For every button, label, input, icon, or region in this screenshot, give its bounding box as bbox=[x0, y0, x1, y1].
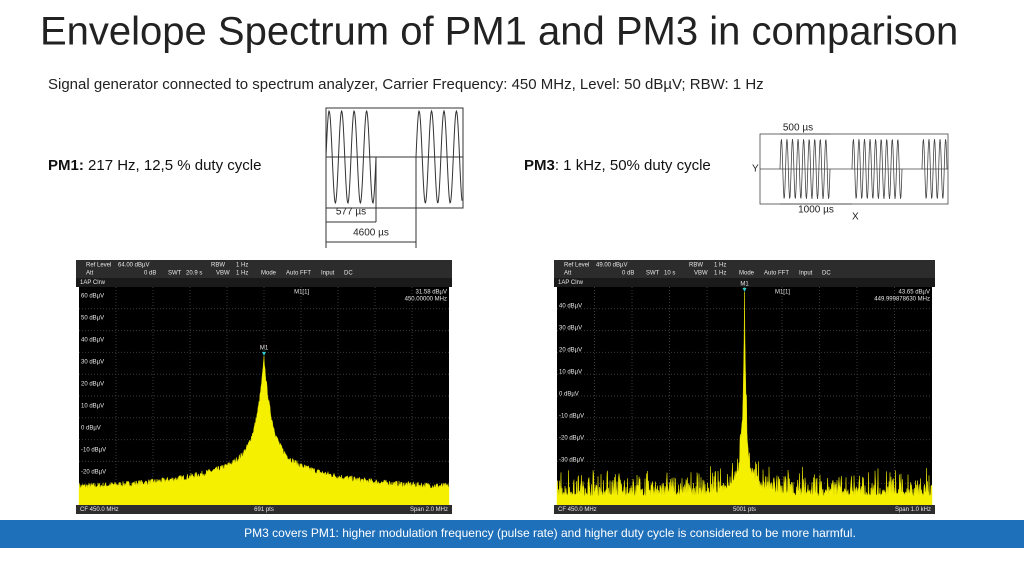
footer-cell: Span 2.0 MHz bbox=[410, 507, 448, 513]
header-cell: Mode bbox=[261, 271, 277, 277]
header-cell: SWT bbox=[168, 271, 182, 277]
note: PM3 covers PM1: higher modulation freque… bbox=[244, 526, 856, 540]
trace-label: 1AP Clrw bbox=[558, 280, 584, 286]
footer-cell: CF 450.0 MHz bbox=[80, 507, 119, 513]
slide-title: Envelope Spectrum of PM1 and PM3 in comp… bbox=[40, 10, 958, 54]
trace bbox=[556, 291, 933, 506]
y-label: -30 dBµV bbox=[559, 458, 584, 464]
trace bbox=[78, 355, 450, 506]
header-cell: 1 Hz bbox=[236, 271, 248, 277]
pm1-description: 217 Hz, 12,5 % duty cycle bbox=[84, 157, 262, 174]
header-cell: Mode bbox=[739, 271, 755, 277]
header-cell: 49.00 dBµV bbox=[596, 263, 627, 269]
marker bbox=[742, 287, 747, 292]
header-cell: DC bbox=[822, 271, 831, 277]
header-cell: Att bbox=[564, 271, 572, 277]
header-cell: Auto FFT bbox=[764, 271, 789, 277]
header-cell: RBW bbox=[211, 263, 225, 269]
y-label: 30 dBµV bbox=[81, 360, 104, 366]
y-label: 0 dBµV bbox=[81, 426, 101, 432]
footer-bg bbox=[554, 505, 935, 514]
pm3-description: : 1 kHz, 50% duty cycle bbox=[555, 157, 711, 174]
y-label: -20 dBµV bbox=[559, 436, 584, 442]
y-label: 20 dBµV bbox=[81, 382, 104, 388]
spectrum-analyzer: Ref Level 64.00 dBµV RBW 1 Hz Att 0 dB SWT 20.9… bbox=[76, 260, 452, 514]
y-label: 10 dBµV bbox=[81, 404, 104, 410]
header-cell: 64.00 dBµV bbox=[118, 263, 149, 269]
y-label: 30 dBµV bbox=[559, 326, 582, 332]
marker-level: 43.65 dBµV bbox=[899, 290, 930, 296]
subtitle: Signal generator connected to spectrum a… bbox=[48, 76, 764, 93]
header-cell: 10 s bbox=[664, 271, 675, 277]
pm1-text: PM1: 217 Hz, 12,5 % duty cycle bbox=[48, 157, 261, 174]
marker-level: 31.58 dBµV bbox=[416, 290, 447, 296]
pm1-period: 4600 µs bbox=[353, 228, 389, 239]
footer-cell: CF 450.0 MHz bbox=[558, 507, 597, 513]
pm3-text: PM3: 1 kHz, 50% duty cycle bbox=[524, 157, 711, 174]
trace-label: 1AP Clrw bbox=[80, 280, 106, 286]
header-cell: DC bbox=[344, 271, 353, 277]
marker bbox=[262, 351, 266, 356]
footer-cell: 691 pts bbox=[254, 507, 274, 513]
footer-cell: 5001 pts bbox=[733, 507, 756, 513]
spectrum-analyzer: Ref Level 49.00 dBµV RBW 1 Hz Att 0 dB SWT 10 s… bbox=[554, 260, 935, 514]
marker-tag: M1 bbox=[740, 281, 749, 287]
marker-tag: M1 bbox=[260, 345, 269, 351]
y-label: 0 dBµV bbox=[559, 392, 579, 398]
header-cell: 1 Hz bbox=[714, 263, 726, 269]
footer-bg bbox=[76, 505, 452, 514]
marker-frequency: 449.999878630 MHz bbox=[874, 297, 930, 303]
y-label: 20 dBµV bbox=[559, 348, 582, 354]
header-cell: 0 dB bbox=[622, 271, 634, 277]
header-cell: Ref Level bbox=[564, 263, 589, 269]
pm3-pulse-width: 500 µs bbox=[783, 123, 813, 134]
header-bg bbox=[76, 260, 452, 278]
pm3-period: 1000 µs bbox=[798, 205, 834, 216]
pm1-label: PM1: bbox=[48, 157, 84, 174]
y-label: 60 dBµV bbox=[81, 294, 104, 300]
header-cell: 0 dB bbox=[144, 271, 156, 277]
header-cell: RBW bbox=[689, 263, 703, 269]
footer-cell: Span 1.0 kHz bbox=[895, 507, 931, 513]
pm1-pulse-width: 577 µs bbox=[336, 207, 366, 218]
header-cell: 1 Hz bbox=[714, 271, 726, 277]
pm3-diagram bbox=[759, 133, 949, 205]
header-cell: VBW bbox=[216, 271, 230, 277]
y-label: 40 dBµV bbox=[559, 304, 582, 310]
header-cell: Ref Level bbox=[86, 263, 111, 269]
header-cell: 1 Hz bbox=[236, 263, 248, 269]
header-cell: VBW bbox=[694, 271, 708, 277]
y-label: -10 dBµV bbox=[559, 414, 584, 420]
pm3-x-axis: X bbox=[852, 212, 859, 223]
header-cell: 20.9 s bbox=[186, 271, 202, 277]
y-label: 50 dBµV bbox=[81, 316, 104, 322]
marker-frequency: 450.00000 MHz bbox=[405, 297, 447, 303]
y-label: 10 dBµV bbox=[559, 370, 582, 376]
y-label: -20 dBµV bbox=[81, 470, 106, 476]
marker-name: M1[1] bbox=[294, 290, 309, 296]
trace-row bbox=[76, 278, 452, 287]
header-cell: Auto FFT bbox=[286, 271, 311, 277]
header-cell: Att bbox=[86, 271, 94, 277]
note-bar bbox=[0, 520, 1024, 548]
header-bg bbox=[554, 260, 935, 278]
marker-name: M1[1] bbox=[775, 290, 790, 296]
trace-row bbox=[554, 278, 935, 287]
pm1-diagram bbox=[325, 107, 464, 248]
header-cell: Input bbox=[799, 271, 813, 277]
pm3-label: PM3 bbox=[524, 157, 555, 174]
y-label: -10 dBµV bbox=[81, 448, 106, 454]
header-cell: Input bbox=[321, 271, 335, 277]
y-label: 40 dBµV bbox=[81, 338, 104, 344]
header-cell: SWT bbox=[646, 271, 660, 277]
pm3-y-axis: Y bbox=[752, 164, 759, 175]
